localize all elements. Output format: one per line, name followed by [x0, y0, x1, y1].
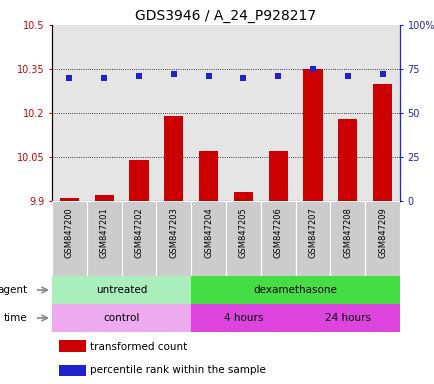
Bar	[191, 25, 226, 201]
Bar	[95, 195, 114, 201]
Bar	[87, 25, 122, 201]
Text: GSM847206: GSM847206	[273, 207, 282, 258]
Text: transformed count: transformed count	[90, 341, 187, 352]
Bar	[233, 192, 253, 201]
Text: control: control	[103, 313, 139, 323]
Text: GSM847209: GSM847209	[377, 207, 386, 258]
Text: 24 hours: 24 hours	[324, 313, 370, 323]
Bar	[260, 25, 295, 201]
Text: GSM847201: GSM847201	[99, 207, 108, 258]
Bar	[199, 151, 218, 201]
Bar	[129, 160, 148, 201]
Text: GSM847208: GSM847208	[342, 207, 352, 258]
Text: 4 hours: 4 hours	[223, 313, 263, 323]
Bar	[122, 201, 156, 276]
Bar	[52, 304, 191, 332]
Text: GSM847200: GSM847200	[65, 207, 74, 258]
Text: untreated: untreated	[95, 285, 147, 295]
Bar	[191, 201, 226, 276]
Bar	[226, 201, 260, 276]
Text: GSM847202: GSM847202	[134, 207, 143, 258]
Text: agent: agent	[0, 285, 28, 295]
Text: GSM847205: GSM847205	[238, 207, 247, 258]
Text: dexamethasone: dexamethasone	[253, 285, 337, 295]
Bar	[372, 84, 391, 201]
Bar	[191, 304, 295, 332]
Bar	[191, 276, 399, 304]
Bar	[52, 25, 87, 201]
Bar	[295, 201, 330, 276]
Bar	[59, 365, 86, 376]
Bar	[164, 116, 183, 201]
Bar	[268, 151, 287, 201]
Bar	[330, 201, 365, 276]
Bar	[330, 25, 365, 201]
Bar	[59, 340, 86, 352]
Bar	[156, 25, 191, 201]
Bar	[60, 198, 79, 201]
Title: GDS3946 / A_24_P928217: GDS3946 / A_24_P928217	[135, 8, 316, 23]
Bar	[156, 201, 191, 276]
Bar	[295, 25, 330, 201]
Text: GSM847203: GSM847203	[169, 207, 178, 258]
Text: GSM847204: GSM847204	[204, 207, 213, 258]
Bar	[52, 201, 87, 276]
Bar	[226, 25, 260, 201]
Bar	[122, 25, 156, 201]
Bar	[303, 69, 322, 201]
Text: GSM847207: GSM847207	[308, 207, 317, 258]
Bar	[365, 25, 399, 201]
Text: percentile rank within the sample: percentile rank within the sample	[90, 366, 266, 376]
Bar	[338, 119, 357, 201]
Bar	[52, 276, 191, 304]
Bar	[260, 201, 295, 276]
Bar	[87, 201, 122, 276]
Bar	[365, 201, 399, 276]
Bar	[295, 304, 399, 332]
Text: time: time	[4, 313, 28, 323]
